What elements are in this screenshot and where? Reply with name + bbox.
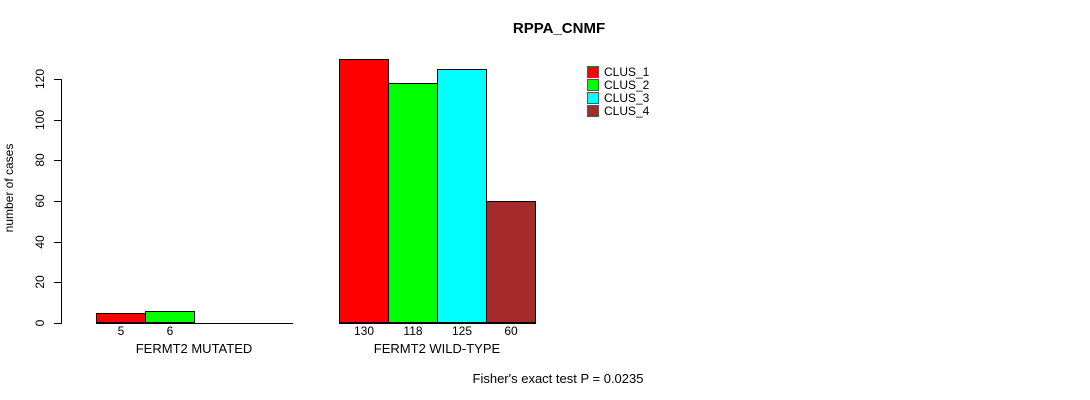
y-axis-tick-label: 80	[33, 153, 47, 167]
legend-item: CLUS_4	[587, 104, 650, 119]
y-axis-tick-label: 60	[33, 194, 47, 208]
bar-value-label: 60	[504, 324, 518, 338]
bar-value-label: 125	[451, 324, 473, 338]
legend-color-swatch	[587, 91, 599, 104]
y-axis-line	[61, 79, 62, 324]
y-axis-tick	[54, 242, 61, 243]
y-axis-tick-label: 0	[33, 319, 47, 327]
bar-clus-3-fermt2-wild-type	[437, 69, 487, 323]
y-axis-tick-label: 40	[33, 235, 47, 249]
legend-item-label: CLUS_2	[604, 77, 650, 92]
fisher-test-annotation: Fisher's exact test P = 0.0235	[472, 371, 644, 386]
y-axis-tick	[54, 120, 61, 121]
legend-item-label: CLUS_4	[604, 104, 650, 119]
y-axis-tick-label: 100	[33, 109, 47, 131]
bar-clus-4-fermt2-wild-type	[486, 201, 536, 323]
bar-value-label: 5	[117, 324, 125, 338]
x-group-label: FERMT2 MUTATED	[135, 341, 253, 356]
y-axis-tick	[54, 201, 61, 202]
legend-item: CLUS_3	[587, 90, 650, 105]
y-axis-tick-label: 120	[33, 68, 47, 90]
legend-color-swatch	[587, 105, 599, 118]
legend-item: CLUS_2	[587, 77, 650, 92]
legend-item-label: CLUS_1	[604, 64, 650, 79]
x-group-label: FERMT2 WILD-TYPE	[373, 341, 501, 356]
y-axis-tick	[54, 282, 61, 283]
y-axis-tick	[54, 323, 61, 324]
bar-clus-1-fermt2-mutated	[96, 313, 146, 323]
y-axis-tick-label: 20	[33, 275, 47, 289]
x-axis-baseline	[339, 323, 536, 324]
x-axis-baseline	[96, 323, 293, 324]
legend-color-swatch	[587, 78, 599, 91]
legend-item-label: CLUS_3	[604, 90, 650, 105]
legend-color-swatch	[587, 65, 599, 78]
y-axis-tick	[54, 160, 61, 161]
legend: CLUS_1 CLUS_2 CLUS_3 CLUS_4	[587, 65, 649, 118]
bar-value-label: 130	[353, 324, 375, 338]
bar-clus-2-fermt2-mutated	[145, 311, 195, 323]
bar-value-label: 118	[403, 324, 423, 338]
legend-item: CLUS_1	[587, 64, 650, 79]
y-axis-title: number of cases	[2, 143, 16, 233]
y-axis-tick	[54, 79, 61, 80]
bar-value-label: 6	[166, 324, 174, 338]
chart-title: RPPA_CNMF	[512, 20, 606, 37]
bar-clus-1-fermt2-wild-type	[339, 59, 389, 323]
bar-clus-2-fermt2-wild-type	[388, 83, 438, 323]
